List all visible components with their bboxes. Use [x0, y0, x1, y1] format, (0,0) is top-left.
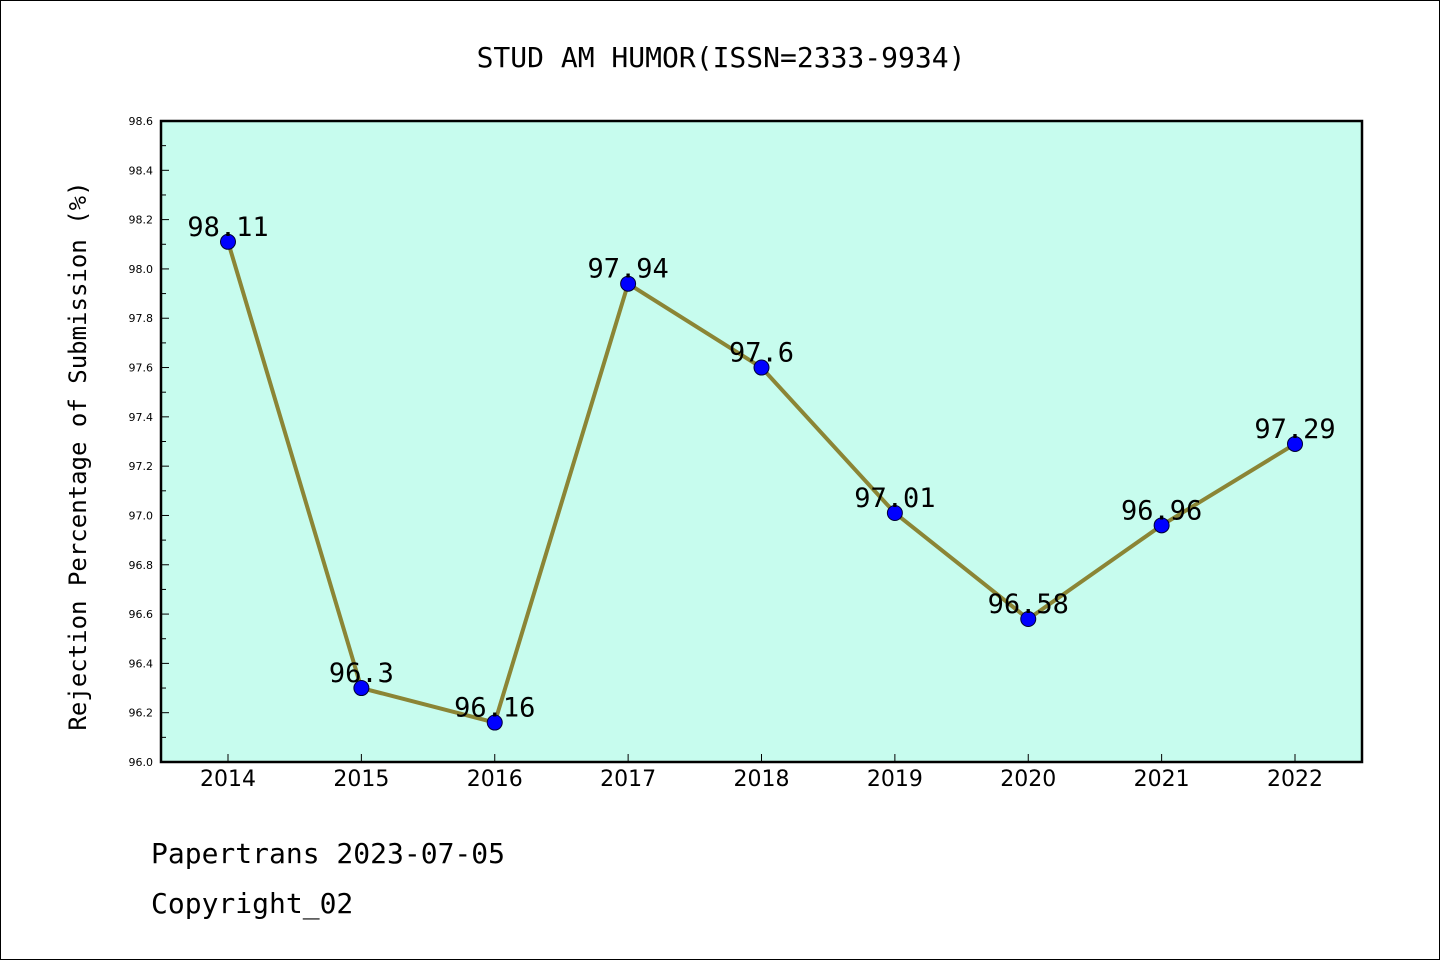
data-label: 96.58	[988, 589, 1069, 620]
x-tick-label: 2014	[200, 767, 256, 792]
y-axis: 96.0 96.2 96.4 96.6 96.8 97.0 97.2 97.4 97.6 97.8…	[129, 115, 169, 769]
y-axis-label: Rejection Percentage of Submission (%)	[64, 181, 92, 730]
x-axis: 2014 2015 2016 2017 2018 2019 2020 2021 2022	[200, 754, 1323, 792]
y-tick-label: 96.0	[129, 756, 154, 769]
footer-copyright: Copyright_02	[151, 887, 354, 920]
y-tick-label: 97.0	[129, 509, 154, 522]
y-tick-label: 98.0	[129, 263, 154, 276]
data-point	[753, 359, 770, 376]
data-label: 98.11	[187, 212, 268, 243]
y-tick-label: 98.6	[129, 115, 154, 128]
data-label: 97.94	[587, 254, 668, 285]
data-label: 96.3	[329, 658, 394, 689]
x-tick-label: 2022	[1267, 767, 1323, 792]
data-point	[1287, 435, 1303, 452]
chart-title: STUD AM HUMOR(ISSN=2333-9934)	[477, 41, 966, 74]
y-tick-label: 96.6	[129, 608, 154, 621]
data-point	[620, 275, 637, 292]
data-label: 96.16	[454, 693, 535, 724]
y-tick-label: 98.4	[129, 164, 154, 177]
data-label: 97.6	[729, 338, 794, 369]
y-tick-label: 97.2	[129, 460, 154, 473]
x-tick-label: 2021	[1134, 767, 1190, 792]
data-point	[886, 504, 903, 521]
data-point	[486, 714, 503, 731]
y-tick-label: 96.8	[129, 559, 154, 572]
footer-date: Papertrans 2023-07-05	[151, 837, 506, 870]
x-tick-label: 2016	[467, 767, 523, 792]
data-label: 96.96	[1121, 495, 1202, 526]
x-tick-label: 2018	[734, 767, 790, 792]
y-tick-label: 96.4	[129, 657, 154, 670]
data-point	[1020, 611, 1037, 628]
data-point	[353, 680, 370, 697]
x-tick-label: 2020	[1000, 767, 1056, 792]
data-label: 97.29	[1254, 414, 1335, 445]
x-tick-label: 2017	[600, 767, 656, 792]
x-tick-label: 2015	[333, 767, 389, 792]
data-label: 97.01	[854, 483, 935, 514]
x-tick-label: 2019	[867, 767, 923, 792]
y-tick-label: 97.6	[129, 362, 154, 375]
data-point	[220, 233, 236, 250]
y-tick-label: 97.4	[129, 411, 154, 424]
series-layer: 98.11 96.3 96.16 97.94 97.6 97.01 96.58 96.96 97…	[187, 212, 1336, 731]
y-tick-label: 97.8	[129, 312, 154, 325]
y-tick-label: 98.2	[129, 214, 154, 227]
plot-area	[159, 119, 1364, 764]
data-point	[1153, 517, 1170, 534]
y-tick-label: 96.2	[129, 707, 154, 720]
